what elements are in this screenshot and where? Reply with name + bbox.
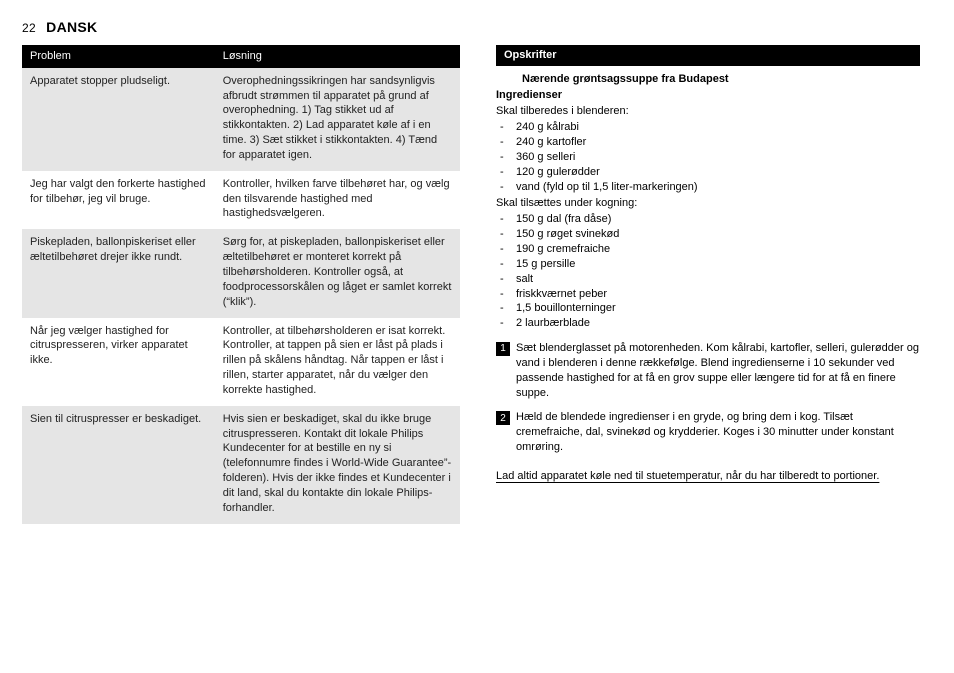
troubleshooting-column: Problem Løsning Apparatet stopper pludse… [22, 45, 460, 524]
ingredient-item: -15 g persille [500, 257, 920, 272]
ingredient-text: 2 laurbærblade [516, 316, 590, 331]
solution-cell: Overophedningssikringen har sandsynligvi… [215, 68, 460, 171]
ingredient-item: -salt [500, 272, 920, 287]
ingredient-item: -vand (fyld op til 1,5 liter-markeringen… [500, 180, 920, 195]
ingredient-item: -1,5 bouillonterninger [500, 301, 920, 316]
ingredient-text: 240 g kålrabi [516, 120, 579, 135]
problem-cell: Apparatet stopper pludseligt. [22, 68, 215, 171]
recipe-steps: 1 Sæt blenderglasset på motorenheden. Kom… [496, 341, 920, 455]
ingredient-item: -150 g røget svinekød [500, 227, 920, 242]
ingredient-text: 120 g gulerødder [516, 165, 600, 180]
bullet-dash: - [500, 180, 508, 195]
ingredients-group2-intro: Skal tilsættes under kogning: [496, 196, 920, 211]
ingredient-item: -2 laurbærblade [500, 316, 920, 331]
ingredients-group2: -150 g dal (fra dåse)-150 g røget svinek… [500, 212, 920, 331]
ingredient-item: -friskkværnet peber [500, 287, 920, 302]
bullet-dash: - [500, 150, 508, 165]
problem-cell: Når jeg vælger hastighed for citruspress… [22, 318, 215, 406]
recipes-section-title: Opskrifter [496, 45, 920, 66]
col-problem-header: Problem [22, 45, 215, 68]
col-solution-header: Løsning [215, 45, 460, 68]
ingredient-item: -240 g kartofler [500, 135, 920, 150]
problem-cell: Piskepladen, ballonpiskeriset eller ælte… [22, 229, 215, 317]
ingredient-text: 240 g kartofler [516, 135, 586, 150]
recipes-column: Opskrifter Nærende grøntsagssuppe fra Bu… [496, 45, 920, 524]
solution-cell: Kontroller, hvilken farve tilbehøret har… [215, 171, 460, 230]
bullet-dash: - [500, 287, 508, 302]
ingredient-text: 190 g cremefraiche [516, 242, 610, 257]
bullet-dash: - [500, 301, 508, 316]
bullet-dash: - [500, 120, 508, 135]
ingredient-item: -120 g gulerødder [500, 165, 920, 180]
bullet-dash: - [500, 272, 508, 287]
step-number: 1 [496, 342, 510, 356]
bullet-dash: - [500, 316, 508, 331]
solution-cell: Kontroller, at tilbehørsholderen er isat… [215, 318, 460, 406]
ingredient-text: 15 g persille [516, 257, 575, 272]
page-number: 22 [22, 21, 36, 35]
table-row: Piskepladen, ballonpiskeriset eller ælte… [22, 229, 460, 317]
ingredient-text: friskkværnet peber [516, 287, 607, 302]
page-header: 22 DANSK [22, 18, 924, 37]
bullet-dash: - [500, 227, 508, 242]
bullet-dash: - [500, 165, 508, 180]
ingredients-group1: -240 g kålrabi-240 g kartofler-360 g sel… [500, 120, 920, 194]
ingredient-item: -360 g selleri [500, 150, 920, 165]
table-row: Når jeg vælger hastighed for citruspress… [22, 318, 460, 406]
recipe-footnote: Lad altid apparatet køle ned til stuetem… [496, 469, 920, 484]
solution-cell: Sørg for, at piskepladen, ballonpiskeris… [215, 229, 460, 317]
troubleshooting-table: Problem Løsning Apparatet stopper pludse… [22, 45, 460, 524]
ingredient-text: 1,5 bouillonterninger [516, 301, 616, 316]
problem-cell: Jeg har valgt den forkerte hastighed for… [22, 171, 215, 230]
table-row: Jeg har valgt den forkerte hastighed for… [22, 171, 460, 230]
ingredient-text: 150 g røget svinekød [516, 227, 619, 242]
ingredient-item: -240 g kålrabi [500, 120, 920, 135]
recipe-title: Nærende grøntsagssuppe fra Budapest [522, 72, 920, 87]
step-text: Sæt blenderglasset på motorenheden. Kom … [516, 341, 920, 400]
recipe-step: 2 Hæld de blendede ingredienser i en gryd… [496, 410, 920, 455]
recipe-step: 1 Sæt blenderglasset på motorenheden. Kom… [496, 341, 920, 400]
ingredient-text: 150 g dal (fra dåse) [516, 212, 611, 227]
bullet-dash: - [500, 242, 508, 257]
ingredient-item: -190 g cremefraiche [500, 242, 920, 257]
bullet-dash: - [500, 257, 508, 272]
solution-cell: Hvis sien er beskadiget, skal du ikke br… [215, 406, 460, 524]
table-row: Apparatet stopper pludseligt.Overophedni… [22, 68, 460, 171]
step-text: Hæld de blendede ingredienser i en gryde… [516, 410, 920, 455]
ingredient-text: 360 g selleri [516, 150, 575, 165]
ingredients-group1-intro: Skal tilberedes i blenderen: [496, 104, 920, 119]
problem-cell: Sien til citruspresser er beskadiget. [22, 406, 215, 524]
page-language: DANSK [46, 19, 97, 35]
ingredient-item: -150 g dal (fra dåse) [500, 212, 920, 227]
table-row: Sien til citruspresser er beskadiget.Hvi… [22, 406, 460, 524]
bullet-dash: - [500, 212, 508, 227]
ingredients-heading: Ingredienser [496, 88, 920, 103]
ingredient-text: vand (fyld op til 1,5 liter-markeringen) [516, 180, 698, 195]
ingredient-text: salt [516, 272, 533, 287]
step-number: 2 [496, 411, 510, 425]
bullet-dash: - [500, 135, 508, 150]
